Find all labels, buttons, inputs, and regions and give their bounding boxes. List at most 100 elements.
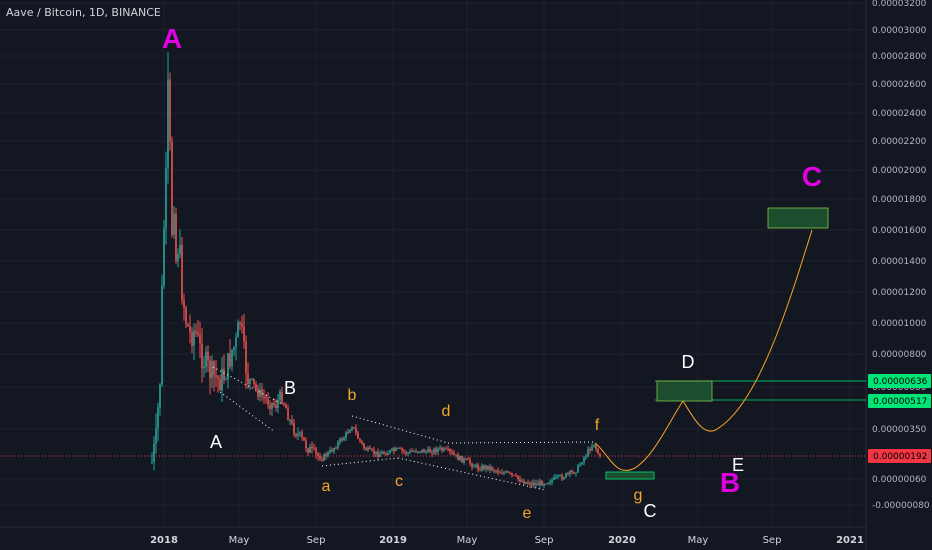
candle-body — [183, 300, 185, 308]
candle-body — [383, 452, 385, 454]
candle-body — [523, 480, 525, 484]
candle-body — [467, 458, 469, 460]
candle-body — [565, 472, 567, 478]
candle-body — [415, 451, 417, 453]
candle-body — [253, 378, 255, 385]
candle-body — [577, 465, 579, 473]
candle-body — [311, 446, 313, 448]
candle-body — [595, 444, 597, 449]
candle-body — [189, 326, 191, 333]
wave-label-c: c — [395, 473, 403, 490]
candle-body — [339, 438, 341, 443]
x-tick-label: May — [229, 535, 250, 546]
candle-body — [485, 465, 487, 470]
candle-body — [597, 448, 599, 454]
wave-label-d: d — [442, 403, 451, 420]
candle-body — [505, 471, 507, 473]
candle-body — [375, 451, 377, 455]
candle-body — [493, 470, 495, 472]
candle-body — [179, 244, 181, 255]
candle-body — [421, 449, 423, 452]
candle-body — [385, 453, 387, 456]
candle-body — [247, 373, 249, 385]
candle-body — [537, 483, 539, 486]
candle-body — [461, 455, 463, 463]
candle-body — [473, 466, 475, 468]
candle-body — [229, 353, 231, 367]
candle-body — [279, 391, 281, 401]
candle-body — [549, 482, 551, 484]
candle-body — [483, 465, 485, 470]
candle-body — [563, 477, 565, 480]
wave-label-D: D — [682, 352, 695, 372]
candle-body — [205, 351, 207, 367]
x-tick-label: 2020 — [608, 535, 636, 546]
candle-body — [543, 483, 545, 486]
candle-body — [241, 323, 243, 327]
candle-body — [267, 398, 269, 405]
candle-body — [539, 480, 541, 486]
candle-body — [185, 307, 187, 325]
candle-body — [299, 432, 301, 434]
candle-body — [359, 438, 361, 442]
candle-body — [547, 482, 549, 485]
candle-body — [219, 379, 221, 391]
candle-body — [553, 477, 555, 480]
candle-body — [173, 213, 175, 235]
candle-body — [235, 337, 237, 348]
candle-body — [161, 285, 163, 385]
candle-body — [447, 448, 449, 450]
candle-body — [503, 472, 505, 474]
candle-body — [437, 448, 439, 453]
candle-body — [575, 472, 577, 474]
x-tick-label: 2021 — [836, 535, 864, 546]
price-badge-label: 0.00000192 — [873, 452, 927, 462]
candle-body — [459, 455, 461, 461]
candle-body — [275, 404, 277, 409]
candle-body — [509, 472, 511, 474]
candle-body — [319, 456, 321, 460]
candle-body — [265, 397, 267, 399]
x-tick-label: Sep — [535, 535, 554, 546]
candle-body — [365, 448, 367, 451]
y-tick-label: 0.00000350 — [872, 425, 927, 435]
price-badge — [868, 449, 931, 463]
candle-body — [475, 464, 477, 467]
candle-body — [397, 447, 399, 449]
candle-body — [581, 462, 583, 465]
wave-label-C: C — [644, 501, 657, 521]
candle-body — [213, 361, 215, 376]
candle-body — [559, 475, 561, 477]
candle-body — [551, 479, 553, 483]
y-tick-label: 0.00002000 — [872, 166, 927, 176]
candle-body — [153, 443, 155, 462]
candle-body — [283, 403, 285, 405]
candle-body — [341, 438, 343, 441]
y-tick-label: 0.00001800 — [872, 195, 927, 205]
price-badge-label: 0.00000517 — [873, 397, 927, 407]
candle-body — [465, 458, 467, 460]
candle-body — [245, 341, 247, 374]
candle-body — [477, 464, 479, 470]
candle-body — [381, 452, 383, 455]
candle-body — [407, 452, 409, 454]
candle-body — [181, 244, 183, 301]
candle-body — [429, 449, 431, 453]
candle-body — [499, 472, 501, 474]
candle-body — [487, 465, 489, 470]
wave-label-A: A — [162, 23, 182, 54]
target-box-c — [767, 207, 829, 229]
candle-body — [281, 391, 283, 404]
candle-body — [191, 332, 193, 346]
y-tick-label: 0.00003200 — [872, 0, 927, 9]
candle-body — [303, 437, 305, 441]
candle-body — [261, 389, 263, 396]
candle-body — [237, 322, 239, 338]
candle-body — [197, 332, 199, 335]
candle-body — [433, 448, 435, 454]
candle-body — [343, 437, 345, 441]
wave-label-b: b — [348, 387, 357, 404]
candle-body — [227, 353, 229, 380]
candle-body — [495, 470, 497, 472]
